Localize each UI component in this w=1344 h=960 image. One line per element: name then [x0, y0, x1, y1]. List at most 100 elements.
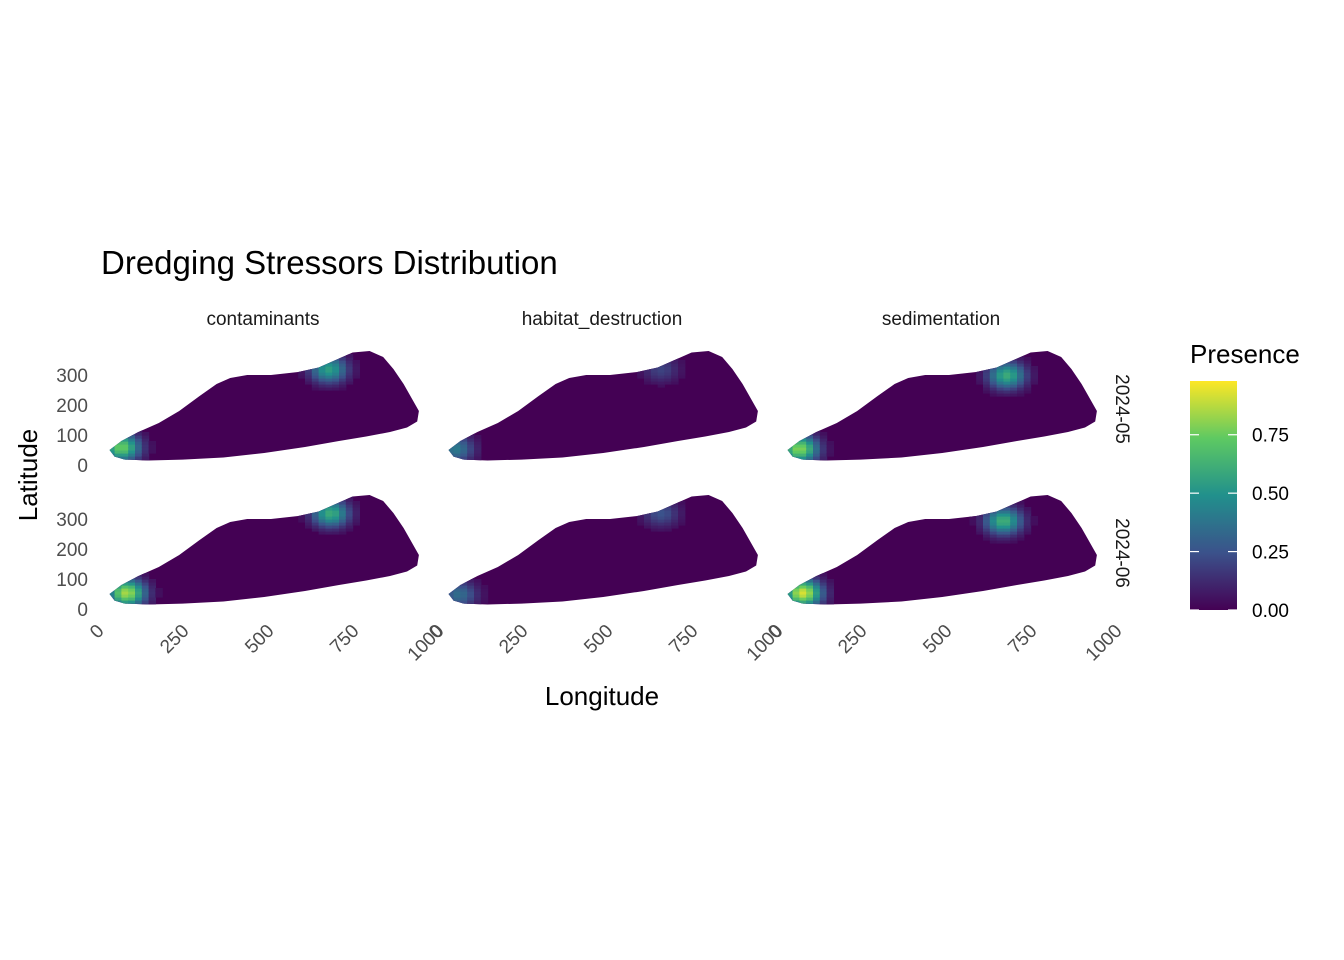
heatmap-cell — [1010, 540, 1018, 544]
heatmap-cell — [826, 441, 834, 445]
heatmap-cell — [467, 603, 475, 605]
heatmap-cell — [976, 510, 984, 514]
heatmap-cell — [671, 363, 679, 367]
heatmap-cell — [792, 603, 800, 605]
heatmap-cell — [806, 576, 814, 580]
heatmap-cell — [787, 447, 794, 451]
heatmap-cell — [983, 531, 991, 535]
heatmap-cell — [650, 507, 659, 511]
heatmap-cell — [339, 366, 347, 370]
heatmap-cell — [332, 525, 340, 529]
heatmap-cell — [826, 585, 834, 589]
heatmap-cell — [826, 594, 834, 598]
heatmap-cell — [1003, 540, 1011, 544]
heatmap-cell — [678, 375, 686, 379]
heatmap-cell — [806, 447, 814, 451]
heatmap-cell — [644, 357, 652, 361]
heatmap-cell — [996, 393, 1004, 397]
heatmap-cell — [440, 576, 447, 580]
heatmap-cell — [1023, 522, 1032, 526]
heatmap-cell — [806, 582, 814, 586]
heatmap-cell — [1017, 384, 1025, 388]
heatmap-cell — [792, 429, 800, 433]
heatmap-cell — [1030, 522, 1038, 526]
heatmap-cell — [806, 603, 814, 605]
heatmap-cell — [787, 591, 794, 595]
heatmap-cell — [121, 435, 129, 439]
heatmap-cell — [678, 510, 686, 514]
heatmap-cell — [121, 588, 129, 592]
heatmap-cell — [345, 378, 354, 382]
heatmap-cell — [1003, 366, 1011, 370]
heatmap-cell — [650, 363, 659, 367]
y-tick-label: 200 — [56, 396, 88, 417]
heatmap-cell — [969, 519, 977, 523]
heatmap-cell — [352, 375, 360, 379]
heatmap-cell — [989, 513, 998, 517]
heatmap-cell — [644, 516, 652, 520]
heatmap-cell — [109, 450, 116, 454]
heatmap-cell — [1010, 510, 1018, 514]
y-tick-label: 200 — [56, 540, 88, 561]
heatmap-cell — [114, 573, 122, 577]
heatmap-cell — [474, 606, 481, 610]
heatmap-cell — [657, 381, 665, 385]
heatmap-cell — [664, 498, 672, 502]
heatmap-cell — [819, 573, 828, 577]
heatmap-cell — [983, 507, 991, 511]
heatmap-cell — [671, 369, 679, 373]
heatmap-cell — [332, 507, 340, 511]
heatmap-cell — [657, 519, 665, 523]
heatmap-cell — [440, 588, 447, 592]
heatmap-cell — [996, 531, 1004, 535]
heatmap-cell — [1023, 513, 1032, 517]
heatmap-cell — [467, 585, 475, 589]
heatmap-cell — [786, 462, 793, 466]
heatmap-cell — [460, 438, 468, 442]
heatmap-cell — [657, 357, 665, 361]
heatmap-cell — [1023, 366, 1032, 370]
heatmap-cell — [996, 501, 1004, 505]
heatmap-cell — [339, 369, 347, 373]
heatmap-cell — [644, 504, 652, 508]
heatmap-cell — [121, 456, 129, 460]
heatmap-cell — [135, 459, 143, 461]
heatmap-cell — [779, 579, 786, 583]
heatmap-cell — [996, 381, 1004, 385]
heatmap-cell — [101, 585, 108, 589]
heatmap-cell — [1023, 363, 1032, 367]
heatmap-cell — [1003, 354, 1011, 358]
heatmap-cell — [440, 585, 447, 589]
heatmap-cell — [806, 579, 814, 583]
heatmap-cell — [474, 459, 482, 461]
y-tick-label: 300 — [56, 510, 88, 531]
heatmap-cell — [135, 588, 143, 592]
heatmap-cell — [779, 462, 786, 466]
heatmap-cell — [121, 441, 129, 445]
heatmap-cell — [826, 447, 834, 451]
heatmap-cell — [467, 606, 474, 610]
heatmap-cell — [480, 600, 489, 604]
heatmap-cell — [664, 513, 672, 517]
heatmap-cell — [1010, 537, 1018, 541]
heatmap-cell — [141, 435, 150, 439]
heatmap-cell — [799, 438, 807, 442]
legend-label: 0.25 — [1252, 543, 1289, 564]
heatmap-cell — [650, 372, 659, 376]
heatmap-cell — [813, 453, 821, 457]
heatmap-cell — [806, 456, 814, 460]
heatmap-cell — [826, 588, 834, 592]
heatmap-cell — [1023, 525, 1032, 529]
heatmap-cell — [121, 423, 129, 427]
heatmap-cell — [318, 522, 326, 526]
heatmap-cell — [121, 582, 129, 586]
heatmap-cell — [644, 498, 652, 502]
heatmap-cell — [298, 366, 306, 370]
heatmap-cell — [148, 594, 156, 598]
heatmap-cell — [332, 375, 340, 379]
heatmap-cell — [983, 375, 991, 379]
heatmap-cell — [799, 426, 807, 430]
heatmap-cell — [305, 516, 313, 520]
heatmap-cell — [996, 369, 1004, 373]
heatmap-cell — [460, 582, 468, 586]
